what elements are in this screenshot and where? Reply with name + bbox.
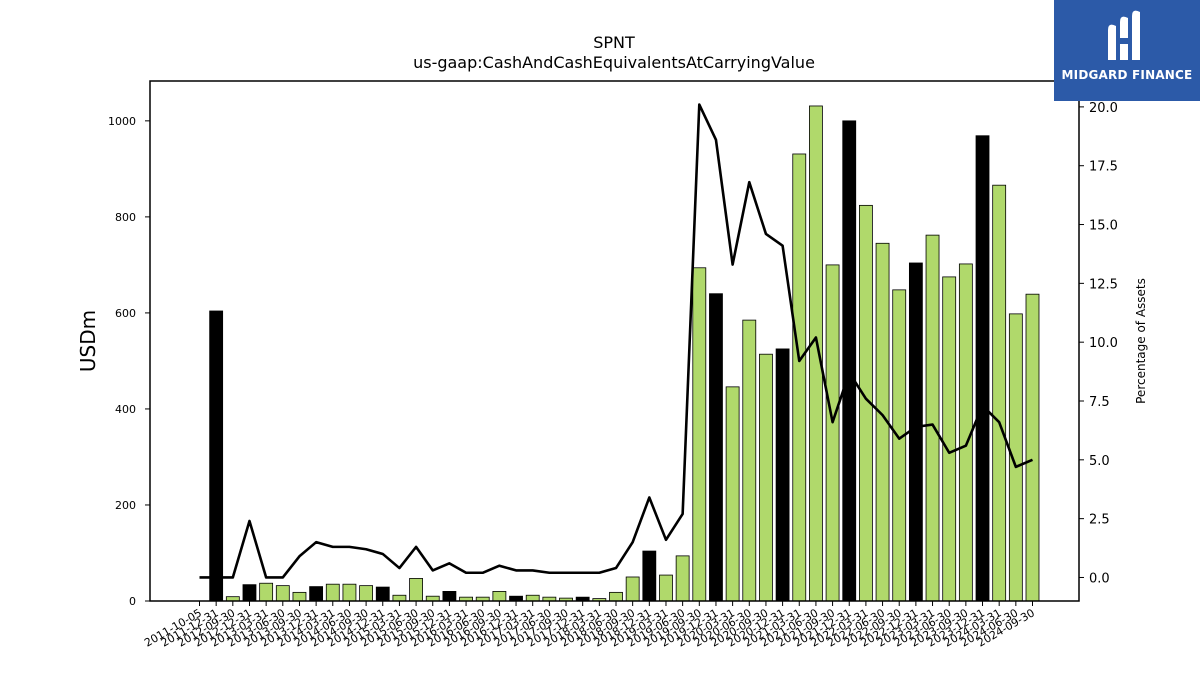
bar-2013-12-31 xyxy=(309,586,324,602)
bar-2019-09-30 xyxy=(692,267,707,602)
chart-subtitle: us-gaap:CashAndCashEquivalentsAtCarrying… xyxy=(413,53,815,72)
bar-2021-12-31 xyxy=(842,120,857,602)
bar-2018-06-30 xyxy=(609,591,623,602)
bar-2024-03-31 xyxy=(992,184,1007,602)
y2-axis-label: Percentage of Assets xyxy=(1134,278,1148,404)
brand-name: MIDGARD FINANCE xyxy=(1061,68,1193,82)
bar-2020-12-31 xyxy=(775,348,790,602)
y2-tick-label: 10.0 xyxy=(1089,336,1118,351)
bar-2023-06-30 xyxy=(942,276,957,602)
y2-tick-label: 17.5 xyxy=(1089,160,1118,175)
y2-tick-label: 15.0 xyxy=(1089,219,1118,234)
y-tick-label: 0 xyxy=(129,595,136,608)
y-tick-label: 600 xyxy=(115,307,136,320)
midgard-logo-icon xyxy=(1108,10,1140,61)
bar-2020-09-30 xyxy=(759,353,773,602)
y2-tick-label: 2.5 xyxy=(1089,513,1110,528)
bar-2022-09-30 xyxy=(892,289,907,602)
percentage-line xyxy=(199,103,1034,579)
bar-2018-09-30 xyxy=(625,576,640,602)
y2-tick-label: 12.5 xyxy=(1089,277,1118,292)
y-tick-label: 200 xyxy=(115,499,136,512)
bar-2012-12-31 xyxy=(242,584,257,602)
x-axis: 2011-10-052011-12-312012-09-302012-12-31… xyxy=(142,601,1037,650)
bar-2014-06-30 xyxy=(342,583,357,602)
line-group xyxy=(199,103,1034,579)
y-tick-label: 800 xyxy=(115,211,136,224)
y2-tick-label: 0.0 xyxy=(1089,571,1110,586)
bar-2023-03-31 xyxy=(925,234,940,602)
bar-2016-09-30 xyxy=(492,591,507,602)
y-axis-label: USDm xyxy=(76,310,100,372)
bar-2023-12-31 xyxy=(975,135,990,602)
bar-2015-12-31 xyxy=(442,591,457,602)
y-tick-label: 400 xyxy=(115,403,136,416)
bar-2014-09-30 xyxy=(359,585,374,602)
bar-2015-06-30 xyxy=(409,578,423,602)
bar-2014-12-31 xyxy=(375,586,390,602)
bar-2020-06-30 xyxy=(742,319,757,602)
bar-2013-06-30 xyxy=(275,585,290,602)
plot-frame xyxy=(149,80,1080,602)
bar-2019-12-31 xyxy=(709,293,723,602)
bar-2014-03-31 xyxy=(325,583,340,602)
bar-2013-09-30 xyxy=(292,591,307,602)
chart-title: SPNT xyxy=(593,33,635,52)
left-axis: 0 200 400 600 800 1000 xyxy=(108,115,150,608)
y-tick-label: 1000 xyxy=(108,115,136,128)
bar-2019-06-30 xyxy=(675,555,690,602)
brand-logo: MIDGARD FINANCE xyxy=(1054,0,1200,101)
y2-tick-label: 20.0 xyxy=(1089,101,1118,116)
bar-2018-12-31 xyxy=(642,550,657,602)
bars-group xyxy=(209,105,1040,602)
bar-2017-03-31 xyxy=(525,594,540,602)
bar-2019-03-31 xyxy=(659,574,673,602)
y2-tick-label: 7.5 xyxy=(1089,395,1110,410)
bar-2021-06-30 xyxy=(809,105,823,602)
bar-2024-09-30 xyxy=(1025,293,1040,602)
bar-2015-03-31 xyxy=(392,594,407,602)
bar-2021-09-30 xyxy=(825,264,840,602)
bar-2020-03-31 xyxy=(725,386,740,602)
right-axis: 0.0 2.5 5.0 7.5 10.0 12.5 15.0 17.5 20.0 xyxy=(1079,101,1118,586)
bar-2021-03-31 xyxy=(792,153,807,602)
bar-2013-03-31 xyxy=(259,582,274,602)
bar-2011-12-31 xyxy=(209,310,224,602)
bar-2022-12-31 xyxy=(908,262,923,602)
y2-tick-label: 5.0 xyxy=(1089,454,1110,469)
